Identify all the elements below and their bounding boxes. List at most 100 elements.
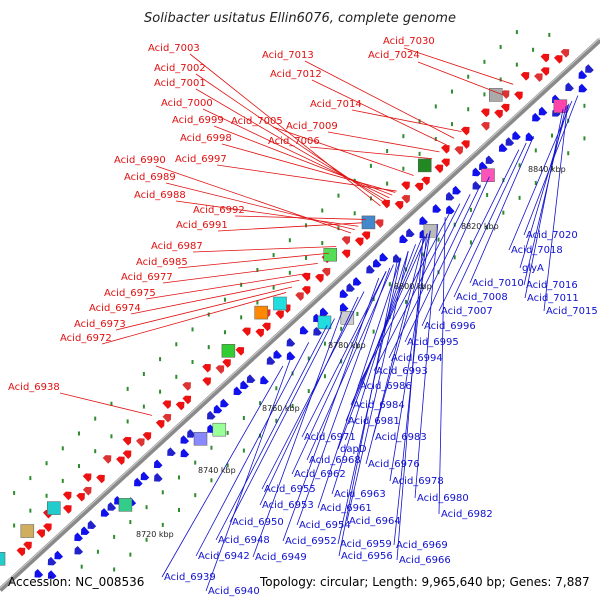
gene-block <box>193 432 208 446</box>
gene-arrow <box>301 286 311 295</box>
scale-label-8840: 8840 kbp <box>528 165 566 174</box>
gene-arrow <box>82 486 92 496</box>
tick-mark <box>80 564 83 569</box>
tick-mark <box>291 403 294 408</box>
gene-arrow <box>122 450 132 459</box>
tick-mark <box>145 505 148 510</box>
gene-arrow <box>374 219 384 228</box>
tick-mark <box>402 134 405 139</box>
gene-label: Acid_7001 <box>154 78 206 89</box>
gene-arrow <box>361 231 371 241</box>
gene-arrow <box>246 374 256 383</box>
gene-features <box>0 48 594 579</box>
gene-arrow <box>354 237 364 247</box>
gene-label: Acid_6975 <box>104 288 156 299</box>
tick-mark <box>321 208 324 213</box>
tick-mark <box>340 359 343 364</box>
tick-mark <box>515 30 518 35</box>
genome-backbone-highlight <box>0 37 600 589</box>
tick-mark <box>421 285 424 290</box>
gene-label: Acid_6988 <box>134 190 186 201</box>
tick-mark <box>305 255 308 260</box>
gene-arrow <box>207 410 216 420</box>
tick-mark <box>256 267 259 272</box>
gene-arrow <box>434 164 444 174</box>
gene-arrow <box>182 382 191 391</box>
leader-line <box>351 109 462 133</box>
gene-arrow <box>295 292 304 301</box>
leader-line <box>282 277 380 542</box>
tick-mark <box>113 534 116 539</box>
tick-mark <box>126 419 129 424</box>
gene-arrow <box>538 106 548 116</box>
tick-mark <box>534 180 537 185</box>
leader-line <box>145 273 307 300</box>
tick-mark <box>13 490 16 495</box>
gene-label: Acid_6999 <box>172 115 224 126</box>
tick-mark <box>467 74 470 79</box>
gene-arrow <box>498 143 508 152</box>
accession-text: Accession: NC_008536 <box>8 575 144 589</box>
gene-arrow <box>34 568 44 578</box>
tick-mark <box>272 253 275 258</box>
gene-label: Acid_6977 <box>121 272 173 283</box>
leader-line <box>523 106 567 286</box>
gene-arrow <box>155 419 165 429</box>
tick-mark <box>418 151 421 156</box>
gene-arrow <box>255 328 265 338</box>
gene-arrow <box>500 90 510 99</box>
gene-label: Acid_6940 <box>208 586 260 597</box>
gene-label: Acid_7009 <box>286 121 338 132</box>
gene-arrow <box>480 121 490 131</box>
leader-line <box>311 79 448 146</box>
tick-mark <box>110 434 113 439</box>
gene-arrow <box>222 359 231 368</box>
gene-arrow <box>36 529 46 539</box>
gene-label: Acid_6985 <box>136 257 188 268</box>
leader-line <box>175 200 359 227</box>
leader-line <box>189 53 381 207</box>
tick-mark <box>469 207 472 212</box>
leader-line <box>130 279 300 315</box>
tick-mark <box>388 314 391 319</box>
gene-arrow <box>74 532 83 542</box>
leader-line <box>296 267 391 526</box>
leader-line <box>389 230 431 482</box>
gene-label: Acid_7000 <box>161 98 213 109</box>
gene-arrow <box>301 272 311 282</box>
tick-mark <box>256 300 259 305</box>
gene-arrow <box>62 491 72 501</box>
tick-mark <box>272 285 275 290</box>
gene-label: Acid_6966 <box>399 555 451 566</box>
genome-backbone <box>0 38 600 592</box>
gene-label: Acid_6938 <box>8 382 60 393</box>
tick-mark <box>402 166 405 171</box>
tick-mark <box>418 119 421 124</box>
tick-mark <box>61 446 64 451</box>
gene-arrow <box>140 471 150 481</box>
gene-arrow <box>341 249 351 259</box>
tick-mark <box>29 476 32 481</box>
tick-mark <box>321 241 324 246</box>
tick-mark <box>486 193 489 198</box>
gene-arrow <box>180 435 190 444</box>
leader-line <box>524 109 564 299</box>
map-title: Solibacter usitatus Ellin6076, complete … <box>144 11 456 26</box>
scale-label-8820: 8820 kbp <box>461 222 499 231</box>
gene-label: Acid_6955 <box>264 484 316 495</box>
leader-line <box>165 182 355 230</box>
leader-line <box>453 142 527 298</box>
leader-line <box>161 365 284 578</box>
gene-arrow <box>100 508 110 517</box>
leader-line <box>177 252 329 269</box>
gene-arrow <box>220 398 229 408</box>
gene-block <box>47 501 61 515</box>
tick-mark <box>551 166 554 171</box>
gene-arrow <box>366 264 375 274</box>
tick-mark <box>175 342 178 347</box>
tick-mark <box>207 345 210 350</box>
gene-arrow <box>80 526 90 536</box>
tick-mark <box>77 464 80 469</box>
gene-arrow <box>262 322 271 332</box>
leader-line <box>155 165 352 234</box>
